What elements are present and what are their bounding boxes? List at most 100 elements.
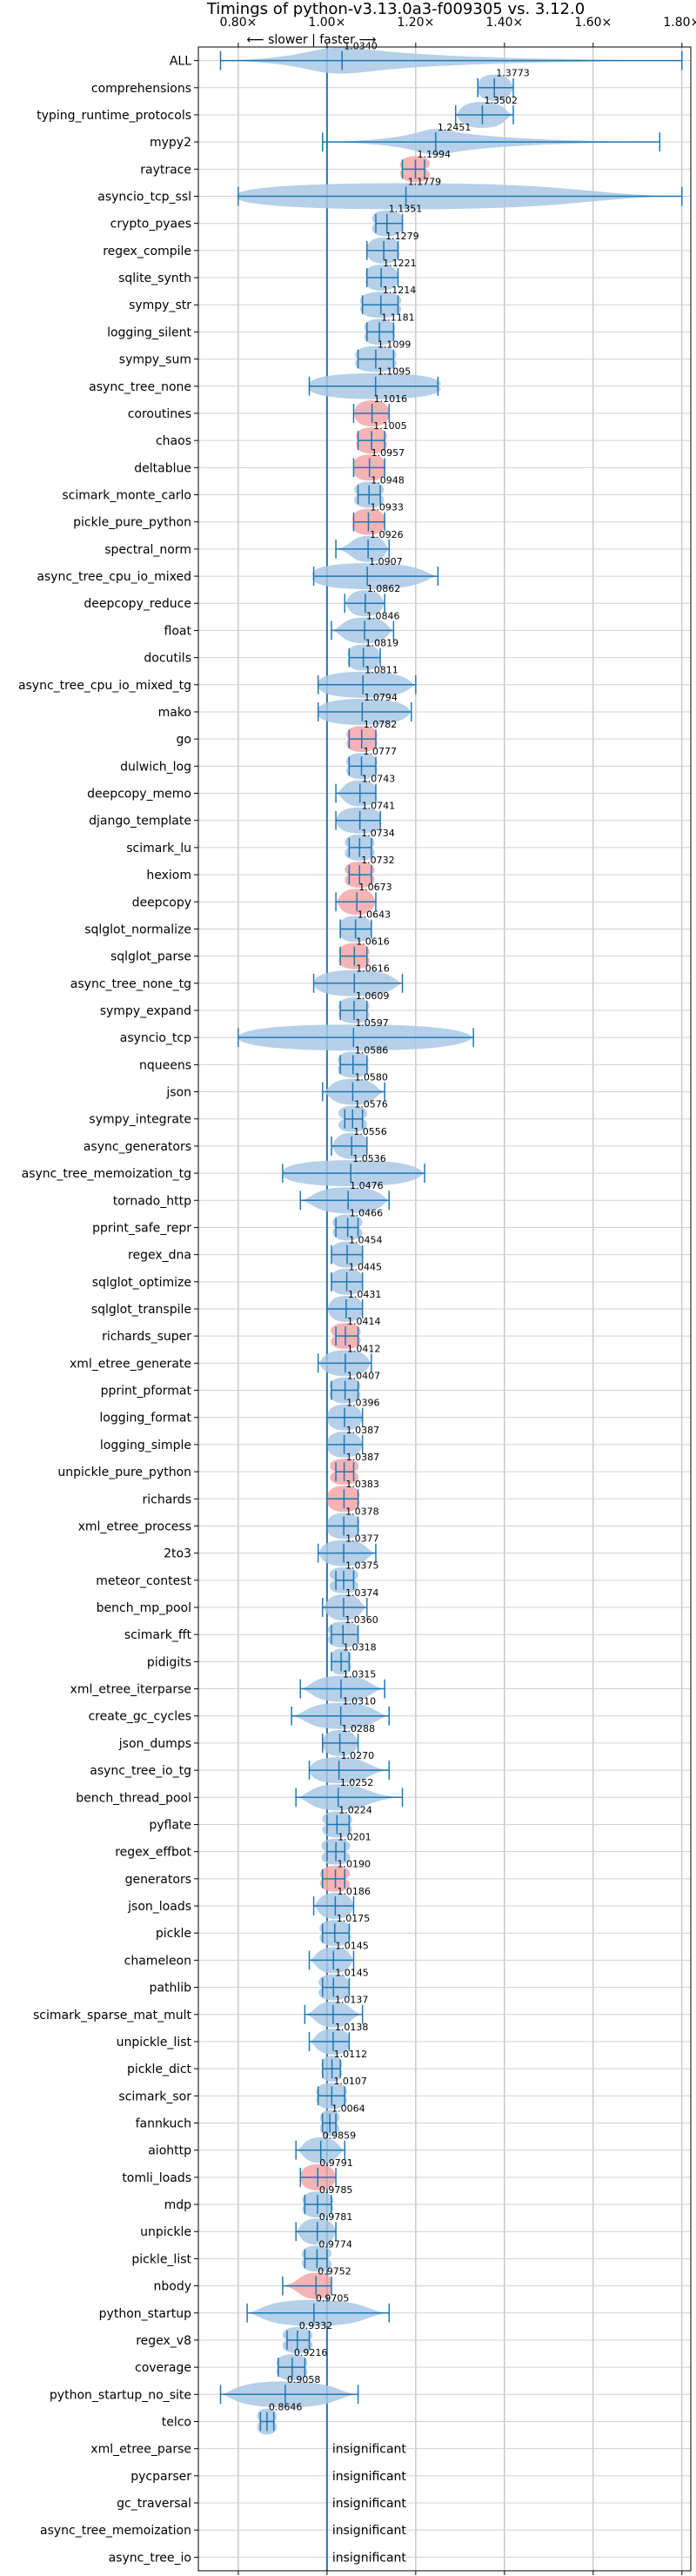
- y-tick-label: python_startup: [99, 2307, 191, 2321]
- violin-layer: 1.0340 1.3773 1.3502 1.2451 1.1994 1.1779 1.13…: [219, 40, 683, 2571]
- data-label: 1.0288: [342, 1723, 376, 1734]
- data-label: 1.0360: [345, 1614, 378, 1626]
- x-tick-label-top: 1.80×: [663, 16, 696, 30]
- x-tick-label-top: 1.40×: [485, 16, 523, 30]
- y-tick-label: sqlglot_parse: [110, 950, 191, 964]
- y-tick-label: xml_etree_parse: [90, 2443, 191, 2457]
- data-label: 1.3502: [484, 95, 518, 106]
- y-tick-label: mako: [158, 706, 191, 720]
- data-label: 0.9785: [319, 2184, 353, 2196]
- data-label: 1.0414: [347, 1316, 381, 1327]
- data-label: 1.0201: [338, 1832, 371, 1843]
- data-label: 1.0270: [341, 1750, 375, 1761]
- y-tick-label: mypy2: [150, 136, 191, 150]
- data-label: 0.9781: [319, 2211, 353, 2223]
- y-tick-label: coverage: [135, 2361, 191, 2375]
- y-tick-label: gc_traversal: [117, 2497, 191, 2511]
- y-tick-label: pidigits: [147, 1655, 191, 1669]
- data-label: 1.0315: [343, 1668, 377, 1680]
- insignificant-label: insignificant: [332, 2497, 407, 2511]
- data-label: 1.0340: [344, 40, 378, 51]
- y-tick-label: sympy_sum: [119, 353, 191, 367]
- benchmark-labels: ALL comprehensions typing_runtime_protocol…: [18, 55, 198, 2565]
- bottom-tick-labels: 0.80×1.00×1.20×1.40×1.60×1.80×: [238, 2571, 683, 2575]
- y-tick-label: sympy_str: [129, 299, 191, 312]
- y-tick-label: logging_simple: [100, 1439, 191, 1452]
- y-tick-label: go: [177, 733, 191, 747]
- data-label: 0.9774: [318, 2238, 352, 2250]
- y-tick-label: scimark_sor: [118, 2090, 191, 2103]
- data-label: 0.9791: [319, 2157, 353, 2169]
- y-tick-label: asyncio_tcp: [120, 1031, 191, 1045]
- data-label: 1.0948: [371, 474, 405, 486]
- y-tick-label: sympy_expand: [100, 1004, 191, 1018]
- data-label: 0.9705: [316, 2293, 350, 2304]
- y-tick-label: async_tree_none: [89, 380, 191, 394]
- data-label: 1.0926: [370, 529, 404, 540]
- y-tick-label: raytrace: [140, 163, 191, 177]
- y-tick-label: pickle_dict: [127, 2063, 192, 2076]
- y-tick-label: sqlglot_normalize: [84, 922, 191, 936]
- y-tick-label: pycparser: [130, 2470, 191, 2484]
- y-tick-label: sympy_integrate: [89, 1113, 191, 1127]
- y-tick-label: regex_v8: [136, 2334, 191, 2348]
- plot-frame: [197, 46, 692, 2572]
- y-tick-label: pyflate: [149, 1818, 191, 1832]
- chart-title: Timings of python-v3.13.0a3-f009305 vs. …: [206, 0, 585, 18]
- y-tick-label: pickle_pure_python: [73, 516, 191, 530]
- x-tick-label-top: 1.00×: [308, 16, 345, 30]
- y-tick-label: comprehensions: [91, 82, 191, 96]
- data-label: 1.1099: [378, 339, 412, 351]
- y-tick-label: pickle: [156, 1927, 191, 1941]
- y-tick-label: richards_super: [102, 1330, 191, 1344]
- x-tick-label-top: 0.80×: [219, 16, 257, 30]
- y-tick-label: spectral_norm: [104, 543, 191, 557]
- y-tick-label: async_tree_io: [109, 2551, 191, 2565]
- data-label: 1.1005: [373, 420, 407, 432]
- data-label: 1.0431: [348, 1289, 382, 1300]
- data-label: 1.0445: [349, 1262, 383, 1273]
- y-tick-label: async_generators: [84, 1140, 191, 1154]
- y-tick-label: unpickle_pure_python: [57, 1466, 191, 1479]
- data-label: 1.0378: [345, 1506, 379, 1517]
- grid-layer: [198, 47, 691, 2571]
- insignificant-label: insignificant: [332, 2524, 407, 2538]
- y-tick-label: regex_effbot: [115, 1846, 191, 1860]
- data-label: 1.0107: [333, 2076, 367, 2087]
- data-label: 1.0175: [337, 1913, 371, 1924]
- data-label: 0.9752: [318, 2265, 351, 2277]
- y-tick-label: json_loads: [127, 1900, 191, 1914]
- y-tick-label: mdp: [164, 2198, 192, 2212]
- data-label: 1.0862: [367, 583, 401, 594]
- data-label: 1.0186: [337, 1886, 371, 1897]
- y-tick-label: chameleon: [124, 1954, 191, 1968]
- y-tick-label: sqlite_synth: [118, 272, 191, 285]
- y-tick-label: deepcopy_reduce: [84, 597, 191, 611]
- data-label: 1.0741: [362, 801, 396, 812]
- data-label: 1.0819: [365, 638, 399, 649]
- data-label: 1.0811: [365, 665, 398, 676]
- data-label: 1.0466: [350, 1207, 384, 1218]
- y-tick-label: coroutines: [128, 407, 191, 421]
- data-label: 1.0112: [334, 2049, 368, 2060]
- y-tick-label: telco: [162, 2415, 191, 2429]
- data-label: 1.1221: [383, 258, 417, 269]
- y-tick-label: scimark_fft: [124, 1628, 192, 1642]
- y-tick-label: django_template: [89, 815, 191, 828]
- y-tick-label: meteor_contest: [96, 1574, 191, 1588]
- y-tick-label: generators: [125, 1873, 191, 1887]
- data-label: 1.0407: [347, 1370, 381, 1381]
- y-tick-label: chaos: [156, 434, 191, 448]
- y-tick-label: typing_runtime_protocols: [37, 109, 191, 123]
- data-label: 1.0586: [355, 1044, 389, 1056]
- data-label: 1.0377: [345, 1533, 379, 1545]
- data-label: 1.1095: [378, 366, 412, 378]
- top-tick-labels: 0.80× 1.00× 1.20× 1.40× 1.60× 1.80×: [219, 16, 696, 47]
- data-label: 1.1351: [389, 204, 423, 215]
- data-label: 1.0673: [358, 882, 392, 893]
- data-label: 1.0616: [356, 963, 390, 975]
- insignificant-label: insignificant: [332, 2470, 407, 2484]
- data-label: 1.0190: [338, 1859, 371, 1870]
- y-tick-label: nqueens: [139, 1058, 191, 1072]
